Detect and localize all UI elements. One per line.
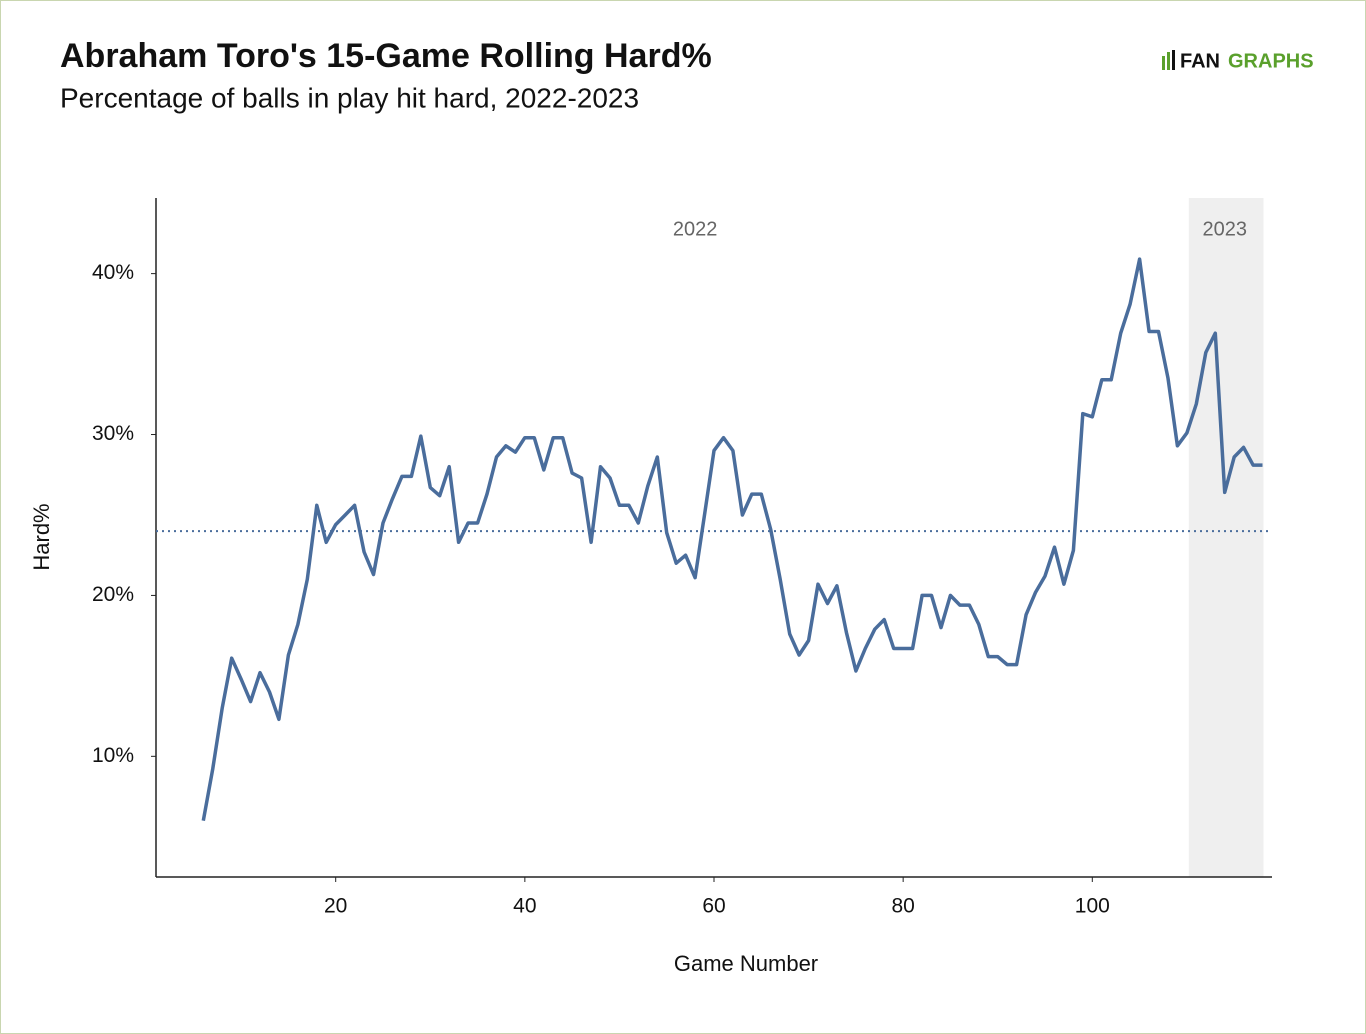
y-tick-label: 30% bbox=[92, 422, 134, 445]
x-tick-label: 20 bbox=[324, 895, 347, 918]
data-line bbox=[201, 257, 1263, 822]
y-axis-label: Hard% bbox=[29, 503, 54, 570]
chart-subtitle: Percentage of balls in play hit hard, 20… bbox=[60, 82, 639, 113]
chart-title: Abraham Toro's 15-Game Rolling Hard% bbox=[60, 37, 712, 75]
annotation: 2023 bbox=[1202, 218, 1247, 240]
y-tick-label: 20% bbox=[92, 583, 134, 606]
y-tick-label: 40% bbox=[92, 261, 134, 284]
x-tick-label: 40 bbox=[513, 895, 536, 918]
logo: FAN GRAPHS bbox=[1162, 50, 1314, 72]
logo-left: FAN bbox=[1180, 50, 1220, 72]
annotation: 2022 bbox=[673, 218, 718, 240]
logo-mark bbox=[1172, 50, 1175, 70]
logo-right: GRAPHS bbox=[1228, 50, 1314, 72]
y-tick-label: 10% bbox=[92, 744, 134, 767]
logo-mark bbox=[1167, 52, 1170, 70]
x-axis-label: Game Number bbox=[674, 951, 818, 976]
highlight-region bbox=[1188, 198, 1264, 877]
x-tick-label: 100 bbox=[1075, 895, 1110, 918]
x-tick-label: 60 bbox=[702, 895, 725, 918]
x-tick-label: 80 bbox=[891, 895, 914, 918]
logo-mark bbox=[1162, 56, 1165, 70]
